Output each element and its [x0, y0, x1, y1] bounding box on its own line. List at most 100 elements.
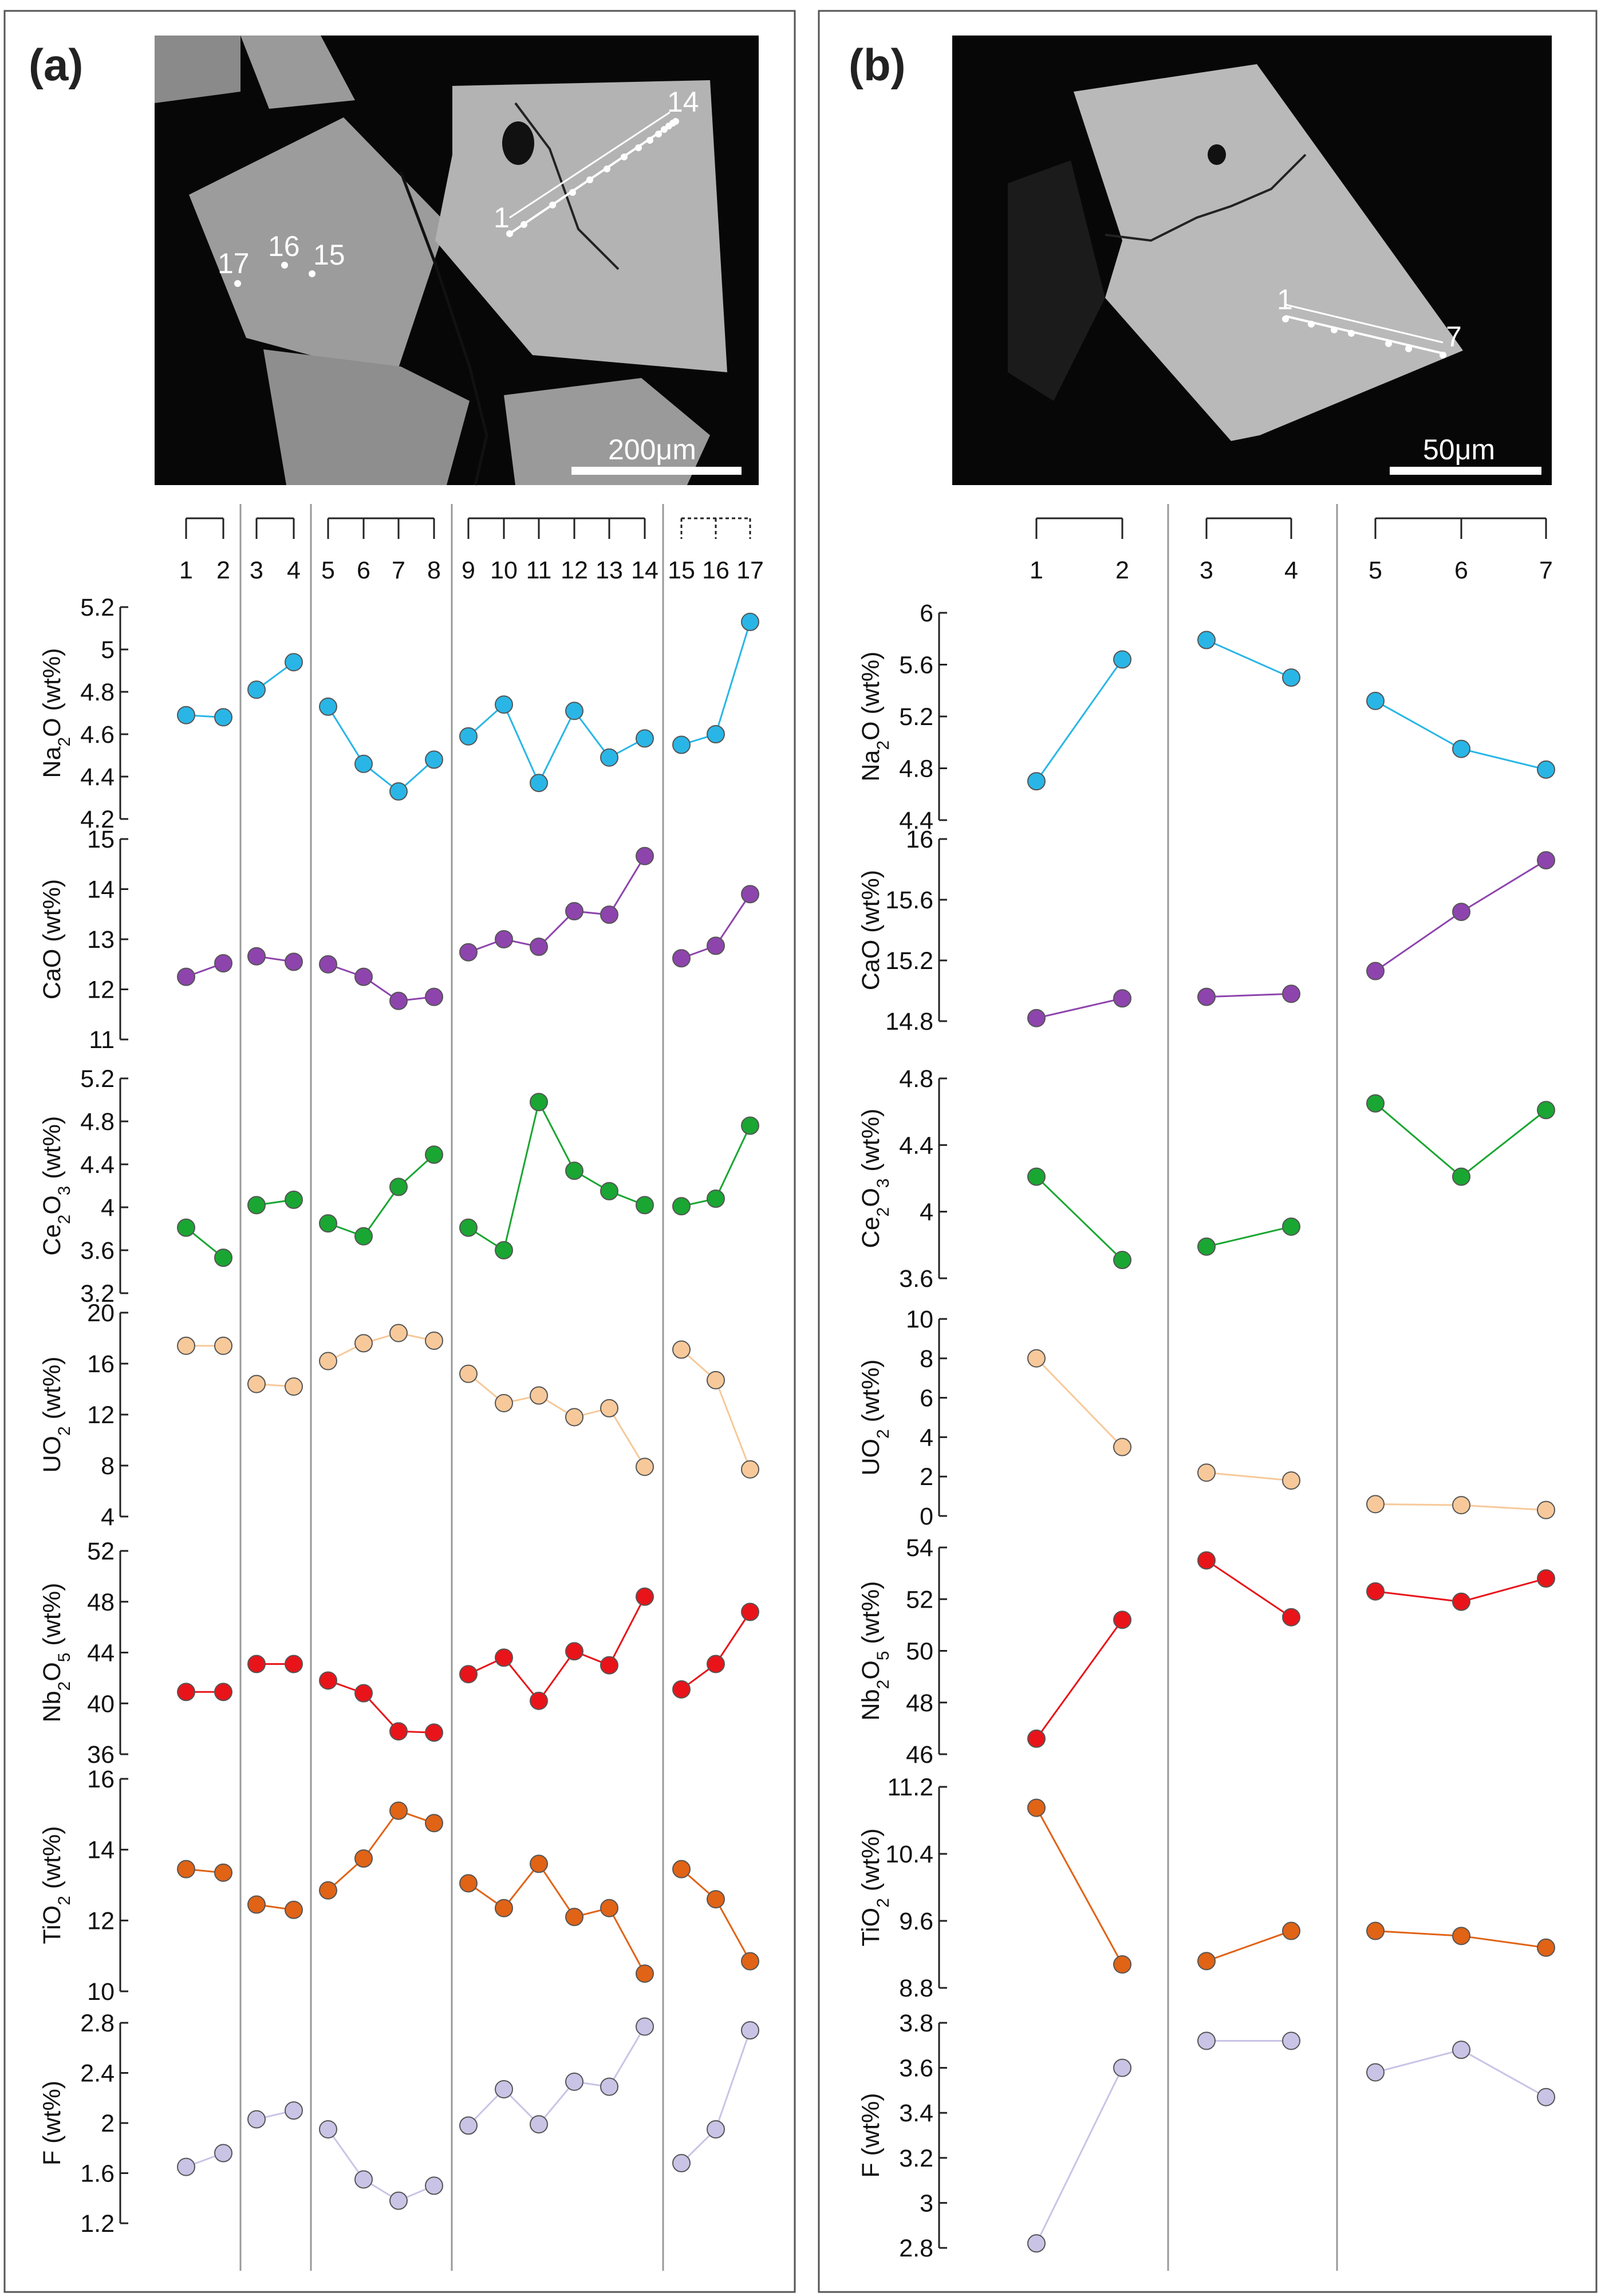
y-tick-label: 20 [87, 1299, 115, 1327]
data-point [707, 1890, 725, 1909]
data-point [425, 750, 443, 769]
grain-bottom-right [504, 378, 710, 485]
category-label: 3 [1200, 557, 1213, 584]
segment-bracket [327, 517, 435, 539]
data-point [600, 1182, 618, 1200]
y-tick-label: 4.8 [899, 1065, 933, 1093]
data-point [1282, 1471, 1300, 1490]
profile-points-a [234, 118, 679, 287]
y-tick-label: 4 [920, 1424, 933, 1451]
data-point [600, 1656, 618, 1675]
data-point [177, 1218, 195, 1237]
data-point [565, 1161, 583, 1180]
data-point [425, 987, 443, 1006]
data-point [707, 1370, 725, 1389]
data-point [1113, 1251, 1131, 1270]
y-tick-label: 5 [101, 636, 115, 664]
data-point [389, 2191, 408, 2210]
data-point [1537, 1938, 1555, 1957]
subplot-6: 8.8 9.6 10.4 11.2 TiO2 (wt%) [857, 1774, 1555, 2002]
data-point [389, 1801, 408, 1820]
category-label: 15 [668, 557, 695, 584]
data-point [741, 1602, 759, 1621]
data-point [600, 1399, 618, 1417]
data-point [1027, 772, 1046, 791]
category-label: 7 [392, 557, 405, 584]
point-label-1: 1 [494, 202, 510, 234]
series-line [328, 1332, 435, 1362]
series-line [680, 2030, 751, 2164]
series-line [467, 703, 645, 785]
scalebar-a-label: 200μm [608, 434, 696, 466]
segment-bracket [185, 517, 224, 539]
y-axis-label: UO2 (wt%) [38, 1356, 74, 1472]
grain-hole [502, 121, 534, 165]
y-tick-label: 50 [906, 1638, 933, 1665]
data-point [285, 1655, 303, 1673]
y-axis-label: UO2 (wt%) [857, 1359, 893, 1475]
series-line [1035, 659, 1123, 782]
data-point [247, 1196, 266, 1215]
y-tick-label: 4.8 [80, 679, 115, 706]
data-point [1537, 851, 1555, 870]
segment-bracket [467, 517, 646, 539]
data-point [1366, 1495, 1385, 1514]
data-point [247, 680, 266, 699]
y-tick-label: 2.8 [80, 2010, 115, 2037]
data-point [707, 725, 725, 743]
subplot-4: 0 2 4 6 8 10 UO2 (wt%) [857, 1306, 1555, 1530]
data-point [425, 1814, 443, 1833]
category-label: 12 [561, 557, 588, 584]
subplot-7: 2.8 3 3.2 3.4 3.6 3.8 F (wt%) [857, 2010, 1555, 2262]
data-point [495, 695, 513, 714]
data-point [1197, 1952, 1216, 1971]
data-point [285, 653, 303, 672]
data-point [354, 2170, 373, 2189]
y-tick-label: 54 [906, 1534, 933, 1562]
data-point [354, 754, 373, 773]
series-line [1206, 1226, 1292, 1248]
y-tick-label: 3.4 [899, 2100, 933, 2127]
subplot-2: 11 12 13 14 15 CaO (wt%) [38, 826, 759, 1054]
profile-line-b-2 [1285, 304, 1444, 344]
data-point [741, 1116, 759, 1135]
data-point [247, 947, 266, 966]
data-point [707, 2120, 725, 2139]
subplot-2: 14.8 15.2 15.6 16 CaO (wt%) [857, 826, 1555, 1035]
data-point [741, 612, 759, 631]
category-label: 6 [357, 557, 370, 584]
subplot-5: 46 48 50 52 54 Nb2O5 (wt%) [857, 1534, 1555, 1769]
point-b-label-1: 1 [1277, 283, 1293, 316]
y-tick-label: 12 [87, 976, 115, 1004]
data-point [1537, 1569, 1555, 1588]
segment-bracket [1035, 517, 1123, 539]
data-point [285, 1377, 303, 1396]
data-point [530, 1854, 548, 1873]
data-point [1452, 1496, 1470, 1515]
category-label: 7 [1539, 557, 1553, 584]
data-point [672, 2154, 691, 2172]
y-tick-label: 3.6 [80, 1237, 115, 1265]
data-point [214, 1683, 232, 1702]
y-tick-label: 3.6 [899, 1265, 933, 1293]
data-point [565, 1408, 583, 1427]
y-tick-label: 2.4 [80, 2060, 115, 2088]
data-point [495, 930, 513, 948]
y-tick-label: 4 [101, 1194, 115, 1222]
data-point [285, 2101, 303, 2120]
y-tick-label: 2.8 [899, 2235, 933, 2262]
y-tick-label: 3.2 [80, 1280, 115, 1308]
y-tick-label: 4.8 [80, 1108, 115, 1136]
series-line [1206, 1930, 1292, 1962]
y-tick-label: 2 [101, 2110, 115, 2137]
data-point [1282, 1608, 1300, 1627]
data-point [319, 1214, 337, 1233]
y-tick-label: 4 [101, 1503, 115, 1531]
data-point [1537, 2088, 1555, 2106]
segment-bracket [1205, 517, 1292, 539]
data-point [389, 1177, 408, 1196]
y-tick-label: 14 [87, 876, 115, 904]
